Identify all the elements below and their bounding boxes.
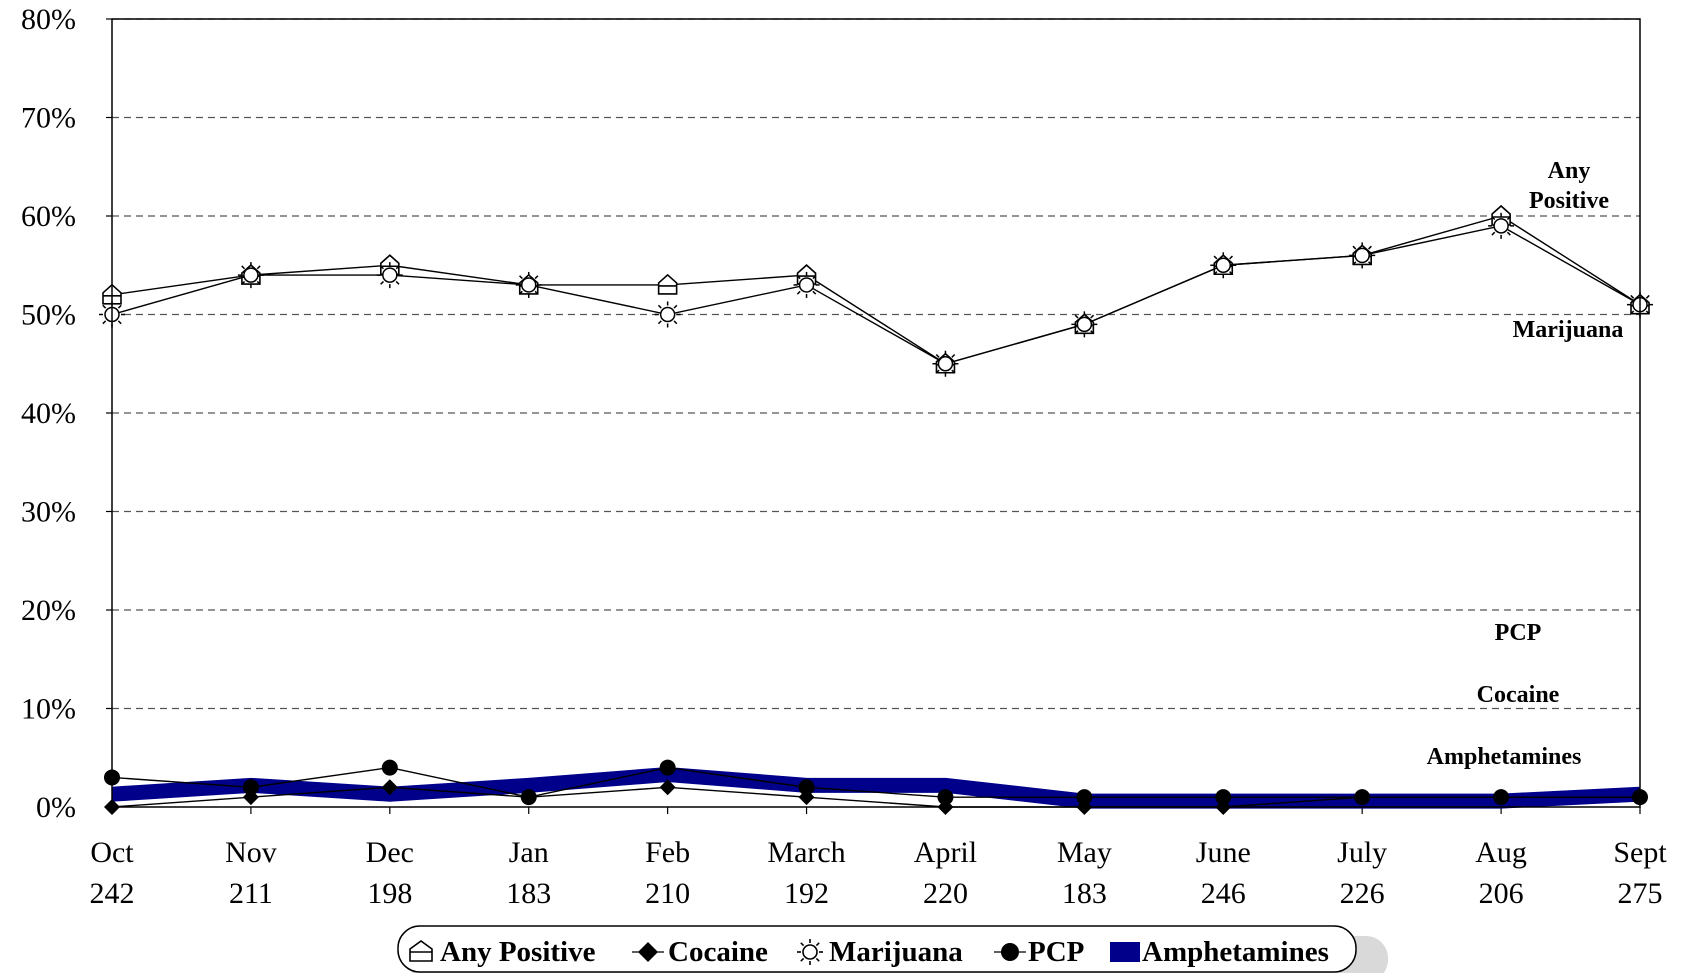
data-point (932, 350, 959, 377)
x-sample-size-label: 246 (1201, 877, 1246, 910)
y-tick-label: 30% (21, 496, 76, 529)
legend-label-cocaine: Cocaine (668, 936, 768, 968)
legend-item-cocaine: Cocaine (632, 936, 768, 968)
annotation-any: Any (1548, 158, 1591, 184)
x-sample-size-label: 206 (1479, 877, 1524, 910)
legend-label-marijuana: Marijuana (829, 936, 963, 968)
series-line (111, 766, 1641, 809)
y-axis-ticks: 0% 10% 20% 30% 40% 50% 60% 70% 80% (21, 3, 112, 824)
x-tick-label: Dec (366, 836, 414, 869)
data-point (376, 262, 403, 289)
data-point (381, 759, 398, 776)
series-marijuana (99, 212, 1653, 377)
grid-lines (112, 18, 1640, 710)
series-line (111, 225, 1641, 365)
x-sample-size-label: 220 (923, 877, 968, 910)
data-point (659, 759, 676, 776)
x-tick-label: March (767, 836, 845, 869)
legend-item-pcp: PCP (994, 936, 1084, 968)
y-tick-label: 0% (36, 791, 76, 824)
annotation-any-positive: Any Positive (1529, 158, 1609, 214)
annotation-pcp: PCP (1495, 620, 1542, 646)
legend-item-any-positive: Any Positive (409, 936, 596, 968)
data-point (1493, 789, 1510, 806)
series-lines (99, 204, 1653, 815)
legend-label-pcp: PCP (1028, 936, 1084, 968)
data-point (937, 789, 954, 806)
x-sample-size-label: 192 (784, 877, 829, 910)
x-sample-size-label: 210 (645, 877, 690, 910)
data-point (515, 271, 542, 298)
sun-marker-icon (797, 939, 823, 965)
x-tick-label: May (1057, 836, 1112, 869)
x-sample-size-label: 275 (1618, 877, 1663, 910)
x-sample-size-label: 211 (229, 877, 273, 910)
annotation-amphetamines: Amphetamines (1427, 744, 1582, 770)
x-tick-label: Aug (1475, 836, 1527, 869)
legend: Any Positive Cocaine Marijuana (397, 925, 1388, 973)
house-marker-icon (409, 940, 433, 962)
x-tick-label: Nov (225, 836, 277, 869)
circle-marker-icon (1001, 943, 1019, 961)
data-point (1349, 242, 1376, 269)
band-swatch-icon (1110, 942, 1140, 962)
y-tick-label: 60% (21, 200, 76, 233)
data-point (242, 779, 259, 796)
annotation-cocaine: Cocaine (1477, 682, 1560, 708)
data-point (798, 779, 815, 796)
x-tick-label: Jan (509, 836, 549, 869)
data-point (659, 779, 676, 796)
y-tick-label: 20% (21, 594, 76, 627)
diamond-marker-icon (638, 942, 658, 962)
annotation-marijuana: Marijuana (1513, 317, 1624, 343)
data-point (1354, 789, 1371, 806)
legend-label-amphetamines: Amphetamines (1142, 936, 1329, 968)
x-sample-size-label: 226 (1340, 877, 1385, 910)
y-tick-label: 40% (21, 397, 76, 430)
y-tick-label: 80% (21, 3, 76, 36)
x-sample-size-label: 198 (367, 877, 412, 910)
y-tick-label: 70% (21, 102, 76, 135)
x-tick-label: July (1337, 836, 1387, 869)
x-sample-size-label: 183 (506, 877, 551, 910)
data-point (381, 779, 398, 796)
y-tick-label: 10% (21, 693, 76, 726)
data-point (654, 301, 681, 328)
x-sample-size-label: 242 (90, 877, 135, 910)
data-point (1210, 252, 1237, 279)
x-tick-label: Oct (90, 836, 134, 869)
x-tick-label: June (1196, 836, 1251, 869)
data-point (793, 271, 820, 298)
x-tick-label: April (914, 836, 977, 869)
annotation-positive: Positive (1529, 188, 1609, 214)
data-point (1076, 789, 1093, 806)
series-pcp (104, 759, 1648, 806)
data-point (237, 262, 264, 289)
series-any-positive (102, 204, 1650, 374)
series-line (111, 215, 1641, 365)
legend-item-marijuana: Marijuana (797, 936, 963, 968)
legend-label-any-positive: Any Positive (440, 936, 596, 968)
data-point (657, 273, 678, 295)
data-point (520, 789, 537, 806)
data-point (1488, 212, 1515, 239)
x-tick-label: Sept (1613, 836, 1667, 869)
x-sample-size-label: 183 (1062, 877, 1107, 910)
data-point (1215, 789, 1232, 806)
series-line (111, 766, 1640, 798)
legend-item-amphetamines: Amphetamines (1110, 936, 1329, 968)
x-tick-label: Feb (645, 836, 690, 869)
series-amphetamines (111, 766, 1641, 809)
plot-frame (111, 18, 1641, 808)
data-point (1071, 311, 1098, 338)
y-tick-label: 50% (21, 299, 76, 332)
x-axis-ticks: Oct 242 Nov 211 Dec 198 Jan 183 Feb 210 March 192 Ap… (90, 807, 1667, 910)
